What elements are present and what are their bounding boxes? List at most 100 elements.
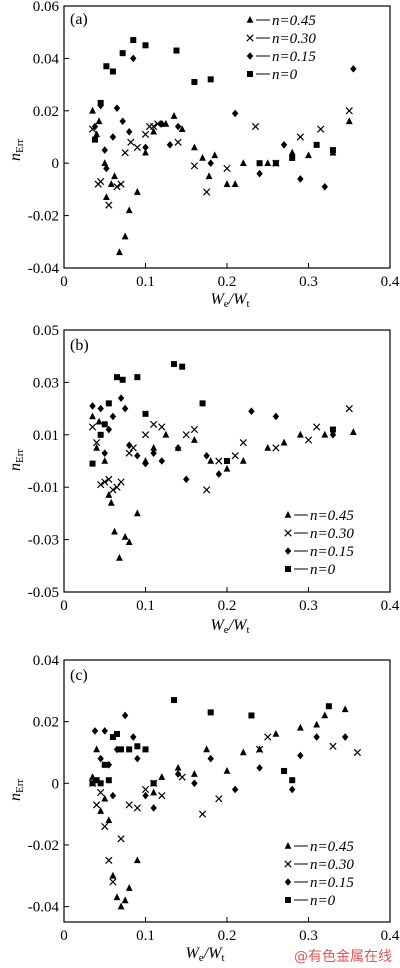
points xyxy=(88,37,357,256)
cross-point xyxy=(117,835,125,843)
triangle-point xyxy=(264,443,272,451)
triangle-point xyxy=(321,711,329,719)
triangle-point xyxy=(101,159,109,166)
diamond-point xyxy=(91,122,99,131)
y-axis-label: nErr xyxy=(7,139,26,161)
x-tick-label: 0.2 xyxy=(218,928,237,944)
triangle-point xyxy=(89,412,96,420)
square-point xyxy=(171,697,178,704)
triangle-legend-symbol xyxy=(284,511,292,518)
y-tick-label: -0.04 xyxy=(28,261,60,277)
y-tick-label: 0.06 xyxy=(33,0,60,15)
diamond-point xyxy=(341,733,349,741)
y-tick-label: 0 xyxy=(52,776,60,792)
panel-label: (a) xyxy=(70,11,88,28)
diamond-point xyxy=(113,104,121,112)
triangle-point xyxy=(105,816,113,824)
triangle-point xyxy=(93,443,100,451)
panel-c: 0 0.1 0.2 0.3 0.4 -0.04 -0.02 0 0.02 0.04 (c) nEr… xyxy=(7,653,400,964)
legend-marker xyxy=(284,547,292,555)
diamond-point xyxy=(174,770,182,778)
y-tick-label: -0.01 xyxy=(28,480,59,496)
legend-marker xyxy=(285,566,291,572)
triangle-point xyxy=(162,430,170,438)
diamond-point xyxy=(256,764,263,772)
x-tick-label: 0.4 xyxy=(381,928,400,944)
diamond-point xyxy=(248,407,255,416)
square-point xyxy=(142,746,149,753)
triangle-legend-symbol xyxy=(284,842,292,849)
square-legend-symbol xyxy=(285,566,291,572)
x-tick-label: 0.2 xyxy=(218,598,237,614)
square-point xyxy=(142,410,149,417)
cross-point xyxy=(329,742,337,750)
triangle-point xyxy=(305,151,312,159)
cross-point xyxy=(97,788,105,797)
triangle-point xyxy=(296,723,304,731)
legend-item: n=0 xyxy=(247,67,298,83)
cross-point xyxy=(101,478,109,486)
legend: n=0.45 n=0.30 n=0.15 n=0 xyxy=(284,839,354,909)
square-point xyxy=(113,730,120,737)
cross-point xyxy=(264,733,272,741)
cross-legend-symbol xyxy=(246,34,254,42)
diamond-point xyxy=(321,182,328,191)
diamond-point xyxy=(207,159,214,167)
diamond-point xyxy=(289,785,296,794)
diamond-point xyxy=(297,751,304,760)
legend-item: n=0.45 xyxy=(246,13,316,29)
cross-point xyxy=(150,420,158,428)
diamond-point xyxy=(350,65,357,73)
diamond-point xyxy=(166,141,174,149)
square-point xyxy=(289,777,296,784)
x-tick-label: 0.4 xyxy=(381,598,400,614)
triangle-point xyxy=(349,428,357,435)
triangle-point xyxy=(109,871,117,879)
diamond-point xyxy=(134,451,141,460)
triangle-point xyxy=(231,180,239,187)
cross-point xyxy=(154,120,162,128)
triangle-point xyxy=(150,127,158,135)
square-point xyxy=(109,734,116,741)
y-tick-label: 0.04 xyxy=(33,653,60,669)
legend: n=0.45 n=0.30 n=0.15 n=0 xyxy=(284,508,354,578)
cross-point xyxy=(203,188,211,196)
square-point xyxy=(329,147,336,154)
square-point xyxy=(109,68,116,75)
square-point xyxy=(93,777,100,784)
cross-point xyxy=(345,404,353,413)
diamond-point xyxy=(280,141,288,149)
diamond-point xyxy=(142,143,149,152)
y-tick-label: -0.03 xyxy=(28,533,59,549)
triangle-point xyxy=(111,527,118,535)
legend-marker xyxy=(246,52,254,60)
triangle-point xyxy=(107,180,115,187)
triangle-point xyxy=(102,193,110,201)
triangle-point xyxy=(105,491,113,498)
legend-label: n=0.45 xyxy=(272,13,316,29)
triangle-point xyxy=(321,430,329,438)
square-point xyxy=(313,141,320,148)
cross-point xyxy=(182,431,190,439)
square-point xyxy=(171,361,178,368)
cross-point xyxy=(272,444,280,452)
triangle-point xyxy=(191,436,198,443)
cross-point xyxy=(251,122,260,131)
legend-item: n=0.30 xyxy=(284,526,354,542)
square-point xyxy=(105,400,112,407)
x-tick-label: 0 xyxy=(60,598,68,614)
triangle-point xyxy=(107,498,115,506)
triangle-point xyxy=(341,705,349,713)
y-tick-label: 0.03 xyxy=(33,375,59,391)
triangle-point xyxy=(158,773,166,780)
square-point xyxy=(97,431,104,438)
triangle-point xyxy=(178,125,186,132)
diamond-legend-symbol xyxy=(284,878,292,886)
triangle-point xyxy=(223,464,231,472)
cross-point xyxy=(105,201,113,209)
square-point xyxy=(256,160,263,167)
diamond-point xyxy=(109,133,117,141)
square-point xyxy=(113,374,120,381)
diamond-legend-symbol xyxy=(246,52,254,60)
